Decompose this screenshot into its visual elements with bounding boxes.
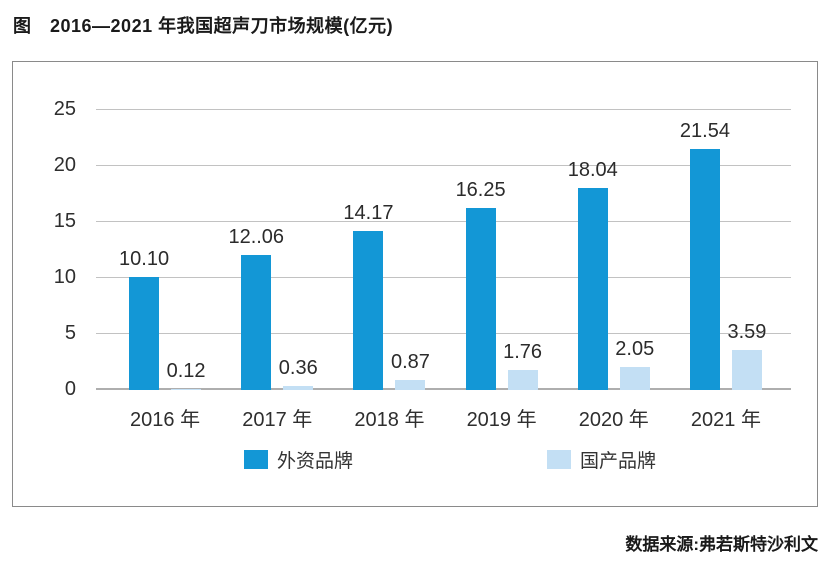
legend-swatch-foreign-icon <box>243 450 268 469</box>
bar-slot-domestic-2021: 3.59 <box>727 110 766 390</box>
bar-foreign-2016 <box>129 276 160 390</box>
bar-slot-domestic-2017: 0.36 <box>279 110 318 390</box>
value-label-foreign-2016: 10.10 <box>119 247 170 270</box>
value-label-foreign-2019: 16.25 <box>455 179 506 201</box>
chart-legend: 外资品牌 国产品牌 <box>13 446 817 473</box>
x-axis-label-2019: 2019 年 <box>466 409 537 431</box>
bar-foreign-2017 <box>241 254 272 390</box>
y-axis-tick-0: 0 <box>64 378 76 400</box>
y-axis-tick-25: 25 <box>53 98 76 120</box>
bar-slot-foreign-2020: 18.04 <box>568 110 618 390</box>
bar-slot-domestic-2020: 2.05 <box>615 110 654 390</box>
bar-group-2018: 14.17 0.87 2018 年 <box>333 110 445 431</box>
value-label-domestic-2016: 0.12 <box>166 359 206 382</box>
x-axis-label-2018: 2018 年 <box>354 409 425 431</box>
y-axis-tick-5: 5 <box>64 322 76 344</box>
y-axis-tick-10: 10 <box>53 266 76 288</box>
bar-domestic-2019 <box>507 370 538 390</box>
legend-label-domestic: 国产品牌 <box>580 451 657 472</box>
plot-area: 0 5 10 15 20 25 <box>54 98 791 400</box>
value-label-domestic-2020: 2.05 <box>615 338 655 361</box>
bar-group-2021: 21.54 3.59 2021 年 <box>670 110 782 431</box>
data-source: 数据来源:弗若斯特沙利文 <box>625 535 818 554</box>
bar-domestic-2017 <box>283 385 314 390</box>
value-label-domestic-2018: 0.87 <box>390 351 430 374</box>
legend-item-foreign: 外资品牌 <box>243 446 353 473</box>
value-label-foreign-2018: 14.17 <box>343 202 394 225</box>
y-axis-tick-15: 15 <box>53 210 76 232</box>
bar-slot-foreign-2021: 21.54 <box>680 110 730 390</box>
figure-title: 图 2016—2021 年我国超声刀市场规模(亿元) <box>13 16 394 36</box>
bar-groups: 10.10 0.12 2016 年 12..06 0.36 2017 年 14.17 0.87… <box>109 110 782 431</box>
gridline-20: 20 <box>54 154 791 176</box>
value-label-foreign-2020: 18.04 <box>567 158 618 181</box>
value-label-domestic-2017: 0.36 <box>278 356 318 379</box>
bar-foreign-2019 <box>465 208 496 390</box>
x-axis-label-2021: 2021 年 <box>690 409 761 431</box>
bar-group-2017: 12..06 0.36 2017 年 <box>221 110 333 431</box>
bar-slot-foreign-2017: 12..06 <box>228 110 284 390</box>
x-axis-label-2016: 2016 年 <box>130 409 201 431</box>
gridline-5: 5 <box>65 322 791 344</box>
bar-slot-foreign-2019: 16.25 <box>456 110 506 390</box>
bar-group-2019: 16.25 1.76 2019 年 <box>446 110 558 431</box>
bar-group-2020: 18.04 2.05 2020 年 <box>558 110 670 431</box>
x-axis-label-2017: 2017 年 <box>242 409 313 431</box>
bar-domestic-2021 <box>731 349 762 390</box>
legend-item-domestic: 国产品牌 <box>547 446 656 473</box>
bar-domestic-2018 <box>395 380 426 390</box>
x-axis-label-2020: 2020 年 <box>578 409 649 431</box>
bar-slot-domestic-2019: 1.76 <box>503 110 542 390</box>
bar-group-2016: 10.10 0.12 2016 年 <box>109 110 221 431</box>
bar-domestic-2016 <box>171 388 202 390</box>
value-label-foreign-2017: 12..06 <box>228 225 285 248</box>
bar-slot-domestic-2016: 0.12 <box>167 110 206 390</box>
bar-foreign-2018 <box>353 231 384 390</box>
chart-frame: 0 5 10 15 20 25 10.10 0.12 2016 年 12..06 0.36 2017… <box>12 61 818 507</box>
value-label-foreign-2021: 21.54 <box>679 119 730 142</box>
value-label-domestic-2019: 1.76 <box>503 341 543 364</box>
bar-slot-foreign-2016: 10.10 <box>119 110 169 390</box>
value-label-domestic-2021: 3.59 <box>727 320 767 343</box>
gridline-15: 15 <box>54 210 791 232</box>
gridline-10: 10 <box>54 266 791 288</box>
bar-slot-domestic-2018: 0.87 <box>391 110 430 390</box>
y-axis-tick-20: 20 <box>53 154 76 176</box>
legend-label-foreign: 外资品牌 <box>276 451 353 472</box>
legend-swatch-domestic-icon <box>547 450 571 469</box>
bar-domestic-2020 <box>619 367 650 390</box>
bar-slot-foreign-2018: 14.17 <box>343 110 393 390</box>
bar-foreign-2020 <box>577 187 608 390</box>
gridline-25: 25 <box>54 98 791 120</box>
bar-foreign-2021 <box>689 148 720 390</box>
gridline-0: 0 <box>65 378 791 400</box>
